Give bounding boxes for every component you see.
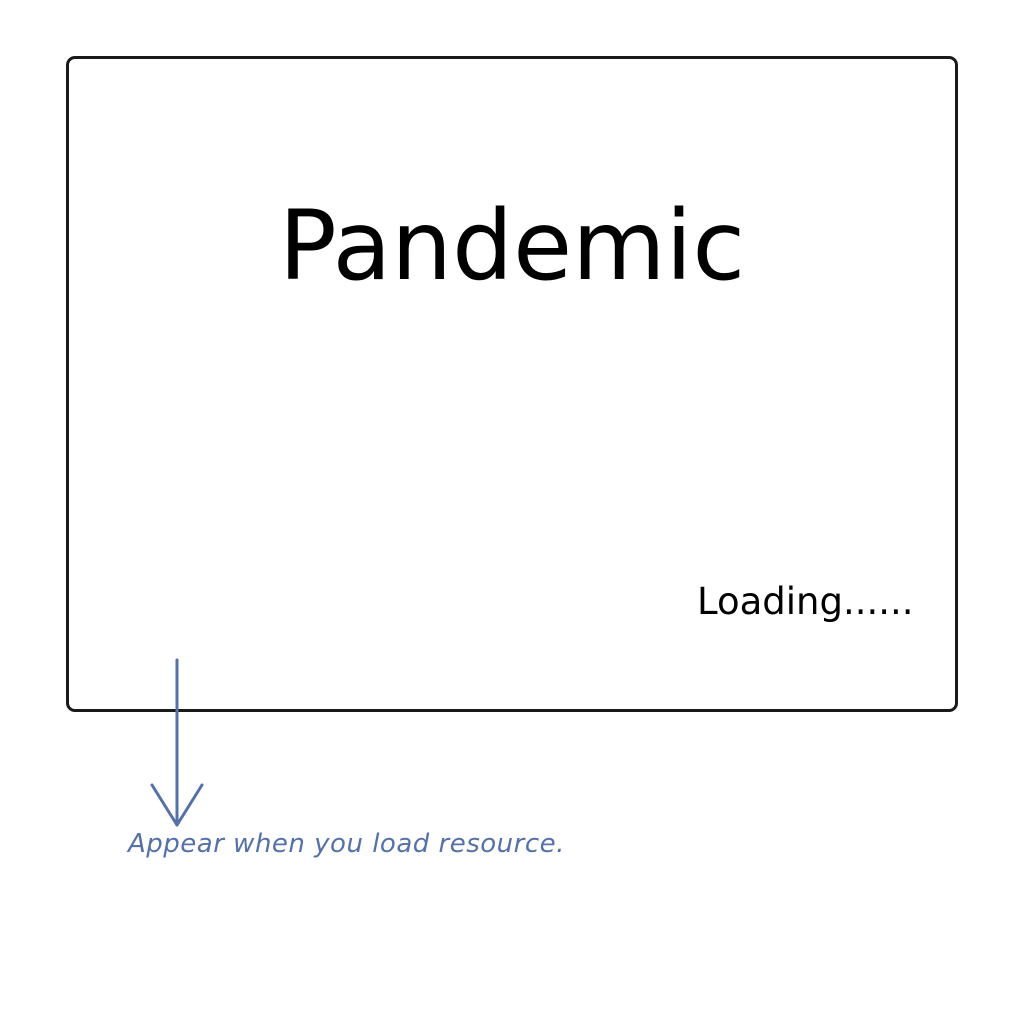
loading-screen-frame (66, 56, 958, 712)
arrow-down-icon (150, 658, 204, 827)
loading-indicator-text: Loading...... (697, 580, 914, 623)
arrow-head (150, 783, 204, 827)
annotation-note: Appear when you load resource. (128, 829, 565, 859)
game-title: Pandemic (278, 190, 746, 302)
